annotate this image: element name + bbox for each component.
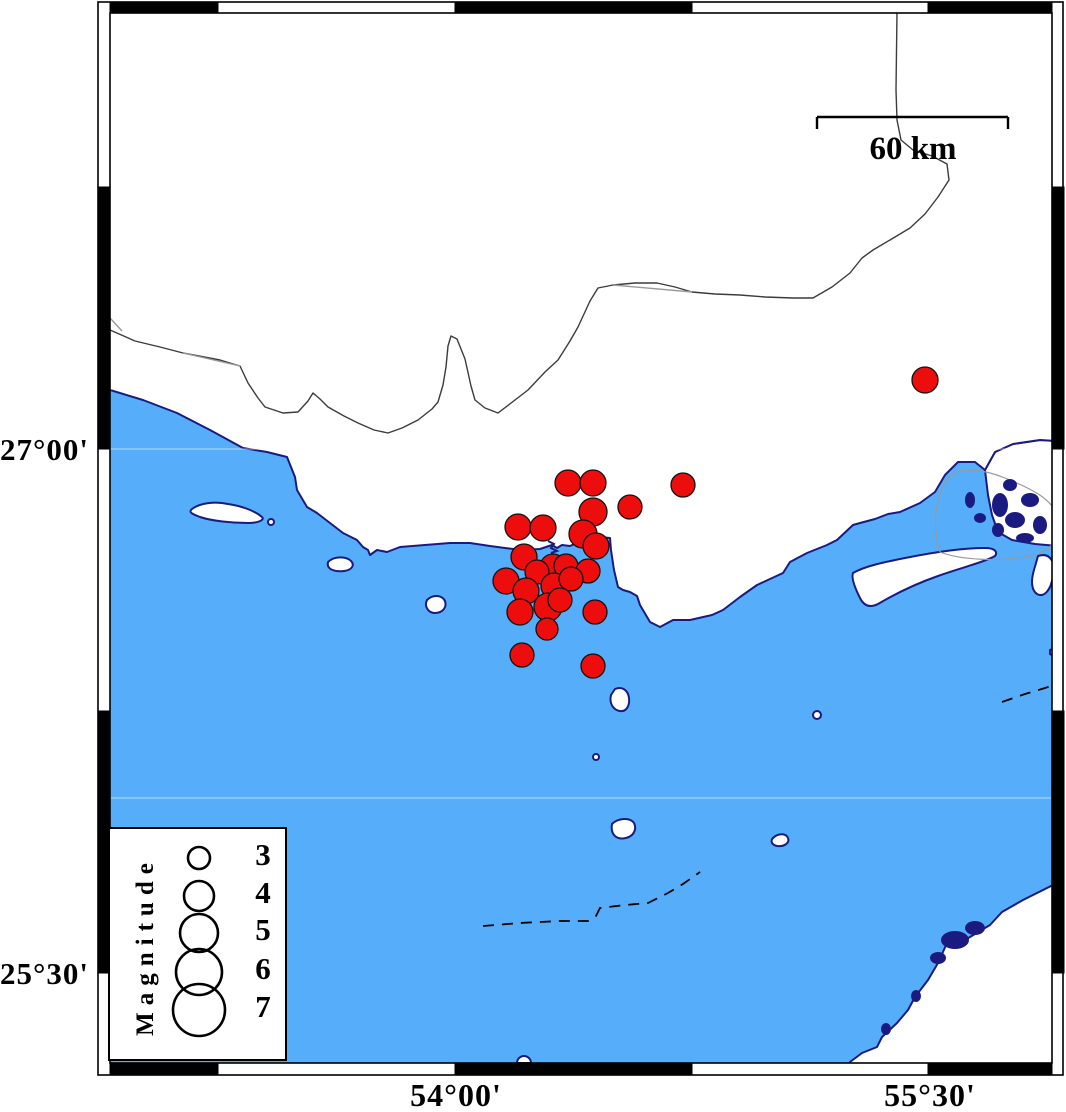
mainland-coastline <box>984 13 1052 547</box>
legend-size-circle <box>174 947 224 997</box>
earthquake-marker <box>554 469 582 497</box>
legend-magnitude-label: 7 <box>255 989 271 1024</box>
earthquake-marker <box>529 514 557 542</box>
earthquake-marker <box>617 494 643 520</box>
bay-outline <box>934 469 1052 561</box>
legend-magnitude-label: 6 <box>255 951 271 986</box>
earthquake-marker <box>582 599 608 625</box>
lat-label-27-00: 27°00' <box>0 432 90 467</box>
maritime-boundary-dashed <box>482 871 701 927</box>
earthquake-marker <box>670 472 696 498</box>
boundary-line <box>110 13 950 434</box>
legend-size-circle <box>186 845 212 871</box>
earthquake-marker <box>558 566 584 592</box>
earthquake-markers <box>492 366 939 679</box>
island <box>189 501 264 524</box>
earthquake-marker <box>535 617 559 641</box>
scale-bar <box>815 115 1010 129</box>
earthquake-marker <box>506 598 534 626</box>
legend-magnitude-label: 3 <box>255 837 271 872</box>
graticule <box>110 448 1052 799</box>
earthquake-marker <box>547 587 573 613</box>
scale-bar-label: 60 km <box>869 131 957 167</box>
legend-magnitude-label: 4 <box>255 875 271 910</box>
legend-size-circle <box>182 879 216 913</box>
map-frame <box>97 1 1065 1076</box>
lon-label-54-00: 54°00' <box>410 1077 502 1112</box>
boundary-line-secondary <box>110 284 693 367</box>
lat-label-25-30: 25°30' <box>0 956 90 991</box>
island <box>326 556 354 573</box>
island <box>610 818 637 840</box>
mangrove-islets <box>965 479 1047 543</box>
legend-size-circles <box>171 845 227 1038</box>
coastal-inlet-mark <box>547 540 560 554</box>
islet <box>812 710 822 720</box>
island <box>609 687 631 713</box>
earthquake-marker <box>579 469 607 497</box>
lagoon-islets <box>881 921 985 1035</box>
islet <box>267 518 275 526</box>
qeshm-island <box>851 547 998 607</box>
island <box>770 833 790 848</box>
coastal-islet <box>516 1055 532 1063</box>
legend-size-circle <box>171 982 227 1038</box>
earthquake-marker <box>509 642 535 668</box>
lon-label-55-30: 55°30' <box>884 1077 976 1112</box>
earthquake-marker <box>580 653 606 679</box>
island <box>425 595 447 614</box>
legend-magnitude-label: 5 <box>255 912 271 947</box>
legend-size-circle <box>178 912 220 954</box>
islet <box>592 753 600 761</box>
earthquake-marker <box>911 366 939 394</box>
earthquake-marker <box>504 513 532 541</box>
earthquake-marker <box>582 532 610 560</box>
